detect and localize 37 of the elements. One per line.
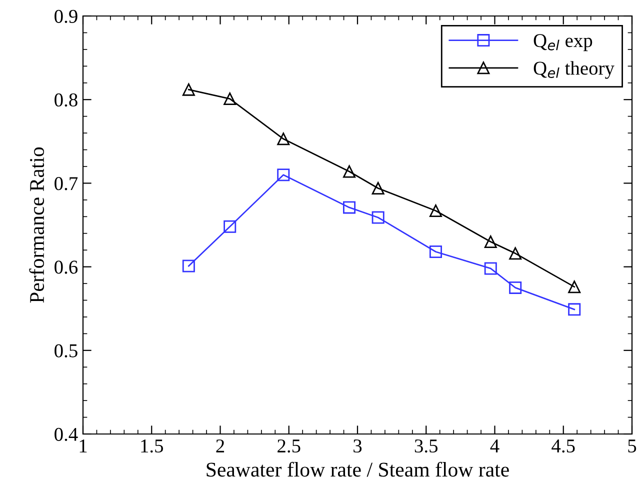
x-tick-label: 1.5	[141, 440, 164, 453]
point	[429, 204, 442, 218]
point	[484, 262, 497, 275]
legend-label: Q$_{el}$ exp	[534, 34, 592, 52]
x-tick-label: 4.5	[552, 440, 575, 453]
y-axis-title: Performance Ratio	[29, 147, 44, 303]
point	[568, 303, 581, 316]
point	[224, 92, 236, 106]
point	[509, 247, 522, 260]
x-tick-label: 5	[628, 440, 636, 453]
y-tick-label: 0.6	[54, 260, 78, 274]
x-tick-label: 1	[80, 440, 87, 452]
point	[372, 182, 384, 194]
x-tick-label: 3.5	[414, 439, 438, 453]
y-tick-label: 0.9	[54, 10, 78, 24]
point	[372, 211, 384, 224]
point	[224, 220, 236, 233]
y-tick-label: 0.8	[54, 93, 78, 107]
x-tick-label: 2	[216, 439, 224, 452]
point	[182, 260, 195, 272]
y-tick-label: 0.4	[54, 428, 78, 442]
point	[182, 83, 195, 96]
point	[568, 280, 581, 294]
point	[484, 235, 497, 248]
point	[277, 168, 290, 182]
y-tick-label: 0.5	[54, 344, 78, 358]
x-tick-label: 3	[354, 439, 362, 453]
point	[429, 246, 442, 258]
x-tick-label: 4	[490, 440, 500, 452]
point	[343, 201, 356, 214]
point	[509, 281, 522, 294]
x-axis-title: Seawater flow rate / Steam flow rate	[206, 462, 509, 477]
point	[277, 132, 290, 146]
y-tick-label: 0.7	[54, 177, 78, 190]
x-tick-label: 2.5	[278, 439, 300, 453]
point	[343, 165, 356, 178]
legend-label: Q$_{el}$ theory	[534, 61, 614, 79]
